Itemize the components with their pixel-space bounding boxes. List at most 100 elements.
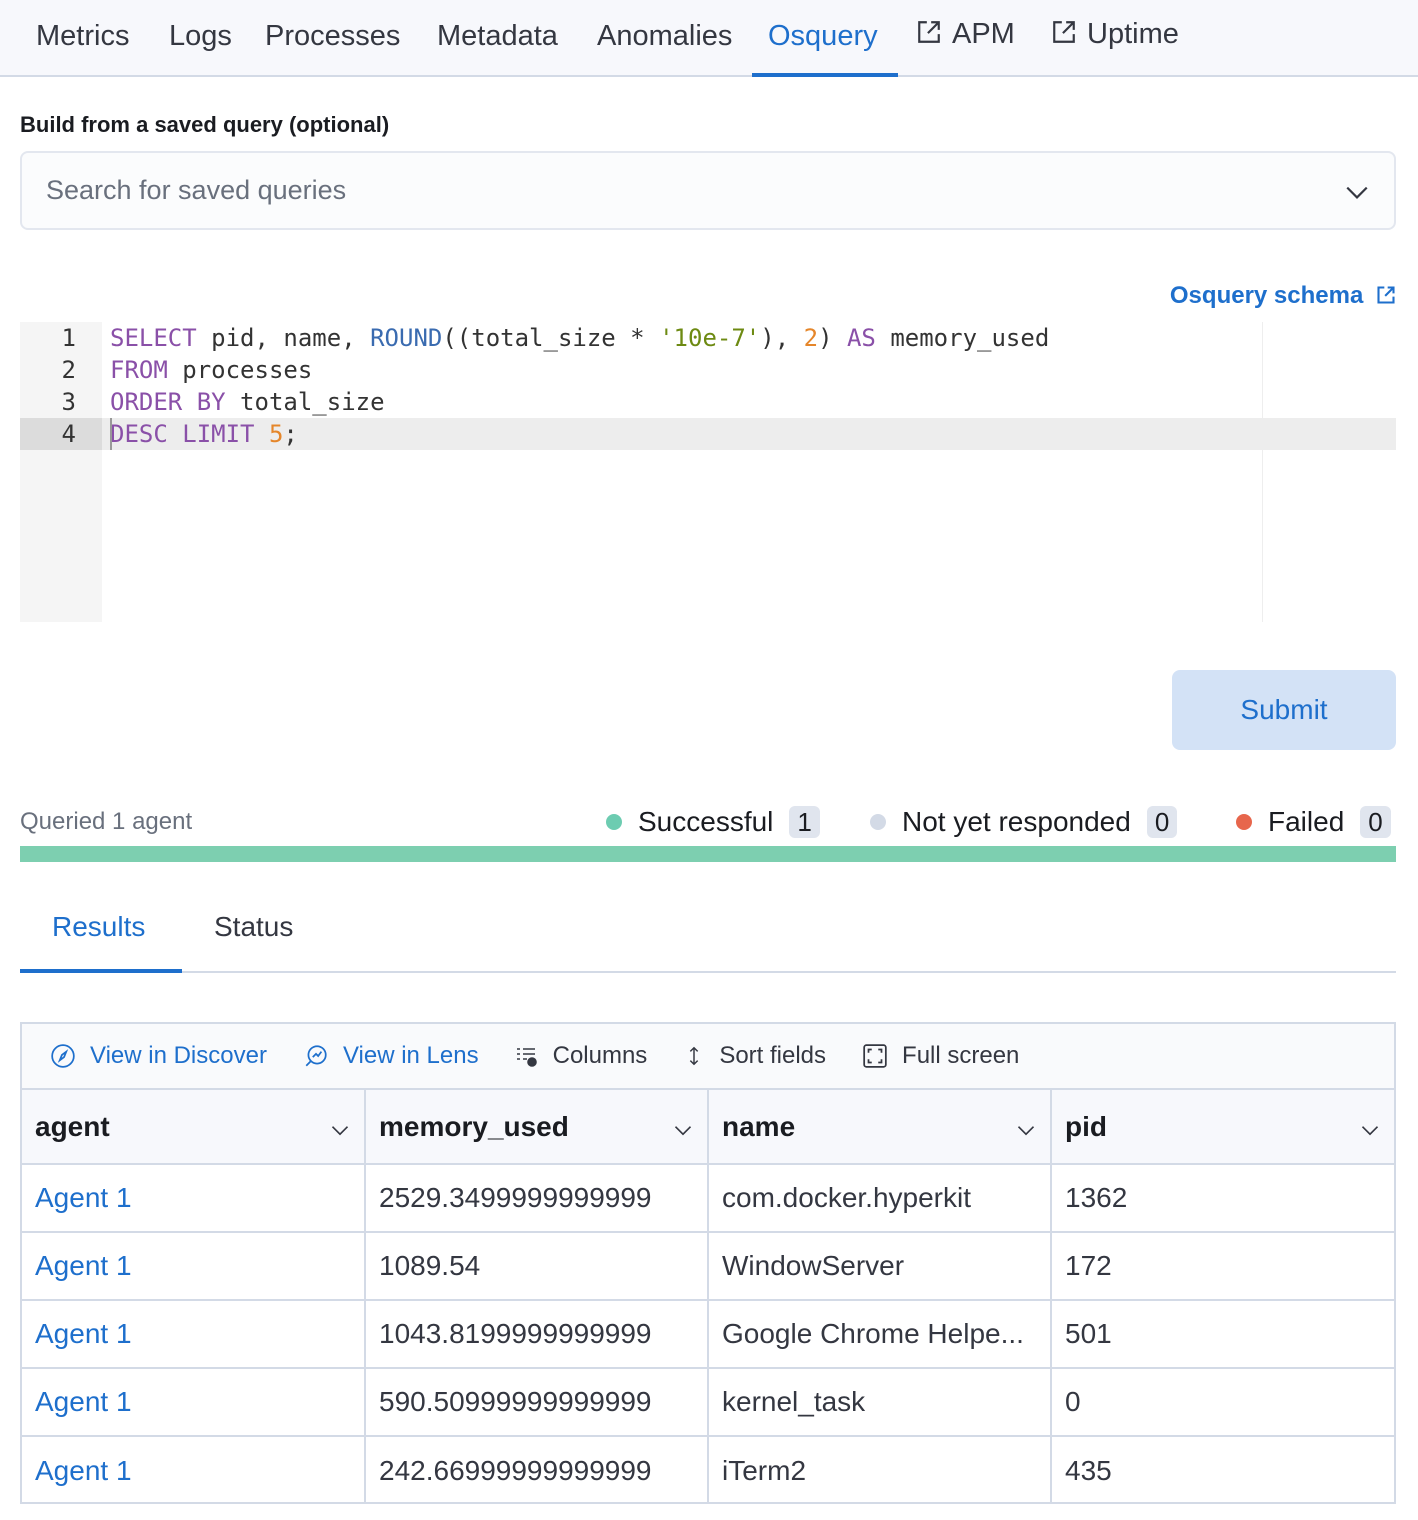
chevron-down-icon[interactable] (330, 1120, 350, 1140)
cell-pid: 501 (1051, 1300, 1394, 1369)
active-tab-underline (20, 969, 182, 973)
print-margin (1262, 322, 1263, 622)
code-line-active: 4 DESC LIMIT 5; (20, 418, 1396, 450)
status-count-badge: 1 (789, 806, 820, 838)
table-row: Agent 1 1043.8199999999999 Google Chrome H… (22, 1300, 1394, 1369)
status-count-badge: 0 (1360, 806, 1391, 838)
agent-link[interactable]: Agent 1 (22, 1232, 366, 1301)
column-header-label: name (722, 1110, 796, 1142)
external-link-icon (918, 21, 940, 43)
button-label: View in Discover (90, 1042, 267, 1069)
saved-query-label: Build from a saved query (optional) (20, 112, 390, 137)
cell-memory_used: 590.50999999999999 (365, 1368, 709, 1437)
cell-memory_used: 1089.54 (365, 1232, 709, 1301)
button-label: Sort fields (719, 1042, 827, 1069)
status-count-badge: 0 (1146, 806, 1178, 838)
sort-icon (690, 1046, 699, 1066)
tab-anomalies[interactable]: Anomalies (597, 20, 733, 52)
agent-link[interactable]: Agent 1 (22, 1300, 366, 1369)
column-header-name[interactable]: name (708, 1090, 1052, 1165)
query-progress-bar (20, 846, 1396, 862)
external-link-icon (1377, 286, 1395, 304)
columns-icon (516, 1048, 537, 1067)
cell-pid: 0 (1051, 1368, 1394, 1437)
tab-label: Uptime (1087, 18, 1179, 50)
button-label: View in Lens (342, 1042, 479, 1069)
tab-status[interactable]: Status (214, 911, 294, 942)
cell-pid: 172 (1051, 1232, 1394, 1301)
tab-metrics[interactable]: Metrics (36, 20, 130, 52)
column-header-agent[interactable]: agent (22, 1090, 366, 1165)
column-header-pid[interactable]: pid (1051, 1090, 1394, 1165)
tab-logs[interactable]: Logs (169, 20, 232, 52)
view-in-lens-button[interactable]: View in Lens (303, 1042, 479, 1070)
osquery-schema-link[interactable]: Osquery schema (1170, 282, 1396, 310)
tab-uptime[interactable]: Uptime (1051, 18, 1179, 51)
line-number: 2 (61, 356, 76, 384)
fullscreen-icon (863, 1044, 887, 1068)
chevron-down-icon[interactable] (1360, 1120, 1380, 1140)
saved-query-placeholder: Search for saved queries (46, 175, 347, 205)
table-row: Agent 1 2529.3499999999999 com.docker.hype… (22, 1164, 1394, 1233)
tabs-divider (20, 971, 1396, 973)
code-text: DESC LIMIT 5; (110, 420, 298, 448)
tab-processes[interactable]: Processes (265, 20, 401, 52)
tab-apm[interactable]: APM (916, 18, 1015, 51)
chevron-down-icon[interactable] (673, 1120, 693, 1140)
status-successful: Successful 1 (606, 806, 820, 838)
code-text: ORDER BY total_size (110, 388, 385, 416)
query-editor[interactable]: 1 SELECT pid, name, ROUND((total_size * '… (20, 322, 1396, 622)
table-row: Agent 1 1089.54 WindowServer 172 (22, 1232, 1394, 1301)
status-label: Not yet responded (902, 806, 1131, 837)
tab-label: APM (952, 18, 1015, 50)
code-line: 1 SELECT pid, name, ROUND((total_size * '… (20, 322, 1396, 354)
status-label: Failed (1268, 806, 1345, 837)
column-header-label: agent (35, 1110, 110, 1142)
button-label: Full screen (902, 1042, 1020, 1069)
cell-name: WindowServer (708, 1232, 1052, 1301)
code-line: 3 ORDER BY total_size (20, 386, 1396, 418)
active-tab-underline (752, 73, 898, 77)
results-table: agent memory_used name pid Agent 1 2529.3499… (22, 1090, 1394, 1504)
compass-icon (51, 1044, 75, 1068)
code-line: 2 FROM processes (20, 354, 1396, 386)
cell-name: iTerm2 (708, 1436, 1052, 1504)
schema-link-label: Osquery schema (1169, 282, 1364, 309)
top-nav: Metrics Logs Processes Metadata Anomalie… (0, 0, 1418, 77)
status-pending: Not yet responded 0 (870, 806, 1178, 838)
line-number: 4 (20, 418, 102, 450)
chevron-down-icon[interactable] (1016, 1120, 1036, 1140)
table-row: Agent 1 242.66999999999999 iTerm2 435 (22, 1436, 1394, 1504)
line-number: 1 (61, 324, 76, 352)
column-header-label: pid (1065, 1110, 1107, 1142)
status-label: Successful (638, 806, 774, 837)
pending-dot-icon (870, 814, 886, 830)
results-grid: View in Discover View in Lens Columns So… (20, 1022, 1396, 1504)
external-link-icon (1053, 21, 1075, 43)
saved-query-combobox[interactable]: Search for saved queries (20, 151, 1396, 230)
table-row: Agent 1 590.50999999999999 kernel_task 0 (22, 1368, 1394, 1437)
submit-button[interactable]: Submit (1172, 670, 1396, 750)
cell-name: kernel_task (708, 1368, 1052, 1437)
code-text: FROM processes (110, 356, 313, 384)
progress-fill (20, 846, 1396, 862)
column-header-memory_used[interactable]: memory_used (365, 1090, 709, 1165)
text-cursor (110, 418, 112, 450)
chevron-down-icon[interactable] (1344, 179, 1370, 205)
cell-name: Google Chrome Helpe... (708, 1300, 1052, 1369)
status-failed: Failed 0 (1236, 806, 1391, 838)
columns-button[interactable]: Columns (515, 1042, 647, 1070)
cell-pid: 435 (1065, 1454, 1112, 1486)
tab-metadata[interactable]: Metadata (437, 20, 558, 52)
tab-osquery[interactable]: Osquery (768, 20, 878, 52)
tab-results[interactable]: Results (52, 911, 146, 942)
agent-link[interactable]: Agent 1 (22, 1164, 366, 1233)
sort-fields-button[interactable]: Sort fields (683, 1042, 826, 1070)
view-in-discover-button[interactable]: View in Discover (50, 1042, 267, 1070)
agent-link[interactable]: Agent 1 (22, 1368, 366, 1437)
full-screen-button[interactable]: Full screen (862, 1042, 1019, 1070)
agent-link[interactable]: Agent 1 (22, 1436, 366, 1504)
cell-memory_used: 2529.3499999999999 (365, 1164, 709, 1233)
cell-memory_used: 1043.8199999999999 (365, 1300, 709, 1369)
cell-memory_used: 242.66999999999999 (365, 1436, 709, 1504)
